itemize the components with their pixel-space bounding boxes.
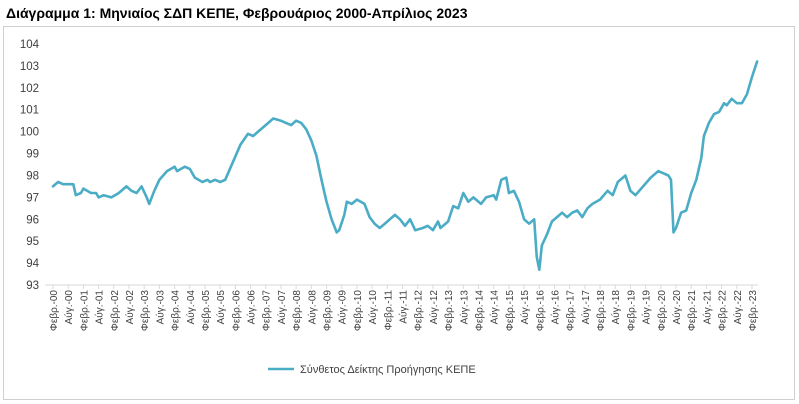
legend-entry-label: Σύνθετος Δείκτης Προήγησης ΚΕΠΕ: [300, 364, 476, 376]
x-tick-label: Φεβρ.-08: [292, 290, 303, 332]
y-tick-label: 96: [26, 214, 39, 226]
x-tick-label: Αύγ.-19: [641, 290, 653, 325]
x-tick-label: Αύγ.-09: [337, 290, 349, 325]
x-tick-label: Φεβρ.-03: [140, 290, 151, 332]
page-title: Διάγραμμα 1: Μηνιαίος ΣΔΠ ΚΕΠΕ, Φεβρουάρ…: [6, 5, 468, 21]
x-tick-label: Φεβρ.-01: [79, 290, 90, 332]
x-tick-label: Αύγ.-08: [306, 290, 318, 325]
y-tick-label: 101: [20, 105, 39, 117]
x-tick-label: Αύγ.-10: [367, 290, 379, 325]
x-tick-label: Αύγ.-12: [428, 290, 440, 325]
x-tick-label: Αύγ.-15: [519, 290, 531, 325]
legend: Σύνθετος Δείκτης Προήγησης ΚΕΠΕ: [268, 364, 476, 376]
y-tick-label: 95: [26, 236, 39, 248]
x-tick-label: Αύγ.-21: [701, 290, 713, 325]
x-tick-label: Αύγ.-16: [549, 290, 561, 325]
x-axis: Φεβρ.-00 Αύγ.-00 Φεβρ.-01 Αύγ.-01 Φεβρ.-02 Αύ…: [45, 284, 759, 332]
x-tick-label: Φεβρ.-06: [231, 290, 242, 332]
x-tick-label: Αύγ.-22: [732, 290, 744, 325]
x-tick-label: Αύγ.-05: [215, 290, 227, 325]
x-tick-label: Φεβρ.-16: [535, 290, 546, 332]
chart-frame: [3, 26, 795, 400]
x-tick-label: Φεβρ.-13: [444, 290, 455, 332]
x-tick-label: Φεβρ.-10: [353, 290, 364, 332]
x-tick-label: Φεβρ.-17: [566, 290, 577, 332]
x-tick-label: Φεβρ.-11: [383, 290, 394, 331]
x-tick-label: Φεβρ.-15: [505, 290, 516, 332]
x-tick-label: Φεβρ.-21: [687, 290, 698, 332]
y-tick-label: 104: [20, 39, 40, 51]
x-tick-label: Φεβρ.-09: [323, 290, 334, 332]
x-tick-label: Αύγ.-02: [124, 290, 136, 325]
x-tick-label: Αύγ.-13: [458, 290, 470, 325]
x-tick-label: Αύγ.-20: [671, 290, 683, 325]
series-line: [51, 60, 759, 271]
y-tick-label: 100: [20, 127, 39, 139]
x-tick-label: Αύγ.-18: [610, 290, 622, 325]
y-tick-label: 102: [20, 83, 39, 95]
x-tick-label: Φεβρ.-22: [718, 290, 729, 332]
x-tick-label: Αύγ.-07: [276, 290, 288, 325]
x-tick-label: Φεβρ.-02: [110, 290, 121, 332]
x-tick-label: Φεβρ.-04: [171, 290, 182, 332]
y-tick-label: 97: [26, 192, 39, 204]
x-tick-label: Φεβρ.-12: [414, 290, 425, 332]
x-tick-label: Φεβρ.-19: [626, 290, 637, 332]
x-tick-label: Φεβρ.-05: [201, 290, 212, 332]
x-tick-label: Φεβρ.-18: [596, 290, 607, 332]
y-tick-label: 94: [26, 258, 39, 270]
x-tick-label: Αύγ.-14: [489, 290, 501, 325]
x-tick-label: Αύγ.-06: [246, 290, 258, 325]
x-tick-label: Φεβρ.-07: [262, 290, 273, 332]
y-tick-label: 98: [26, 170, 39, 182]
x-tick-label: Φεβρ.-14: [474, 290, 485, 332]
y-axis: 93 94 95 96 97 98 99 100 101 102 103 104: [20, 39, 40, 292]
x-tick-label: Αύγ.-04: [185, 290, 197, 325]
y-tick-label: 93: [26, 280, 39, 292]
y-tick-label: 103: [20, 61, 39, 73]
x-tick-label: Αύγ.-00: [63, 290, 75, 325]
x-tick-label: Φεβρ.-20: [657, 290, 668, 332]
x-tick-label: Αύγ.-11: [398, 290, 410, 324]
x-tick-label: Αύγ.-17: [580, 290, 592, 325]
x-tick-label: Φεβρ.-23: [748, 290, 759, 332]
x-tick-label: Φεβρ.-00: [49, 290, 60, 332]
y-tick-label: 99: [26, 149, 39, 161]
x-tick-label: Αύγ.-03: [154, 290, 166, 325]
series-group: [51, 60, 759, 271]
x-tick-label: Αύγ.-01: [94, 290, 106, 325]
